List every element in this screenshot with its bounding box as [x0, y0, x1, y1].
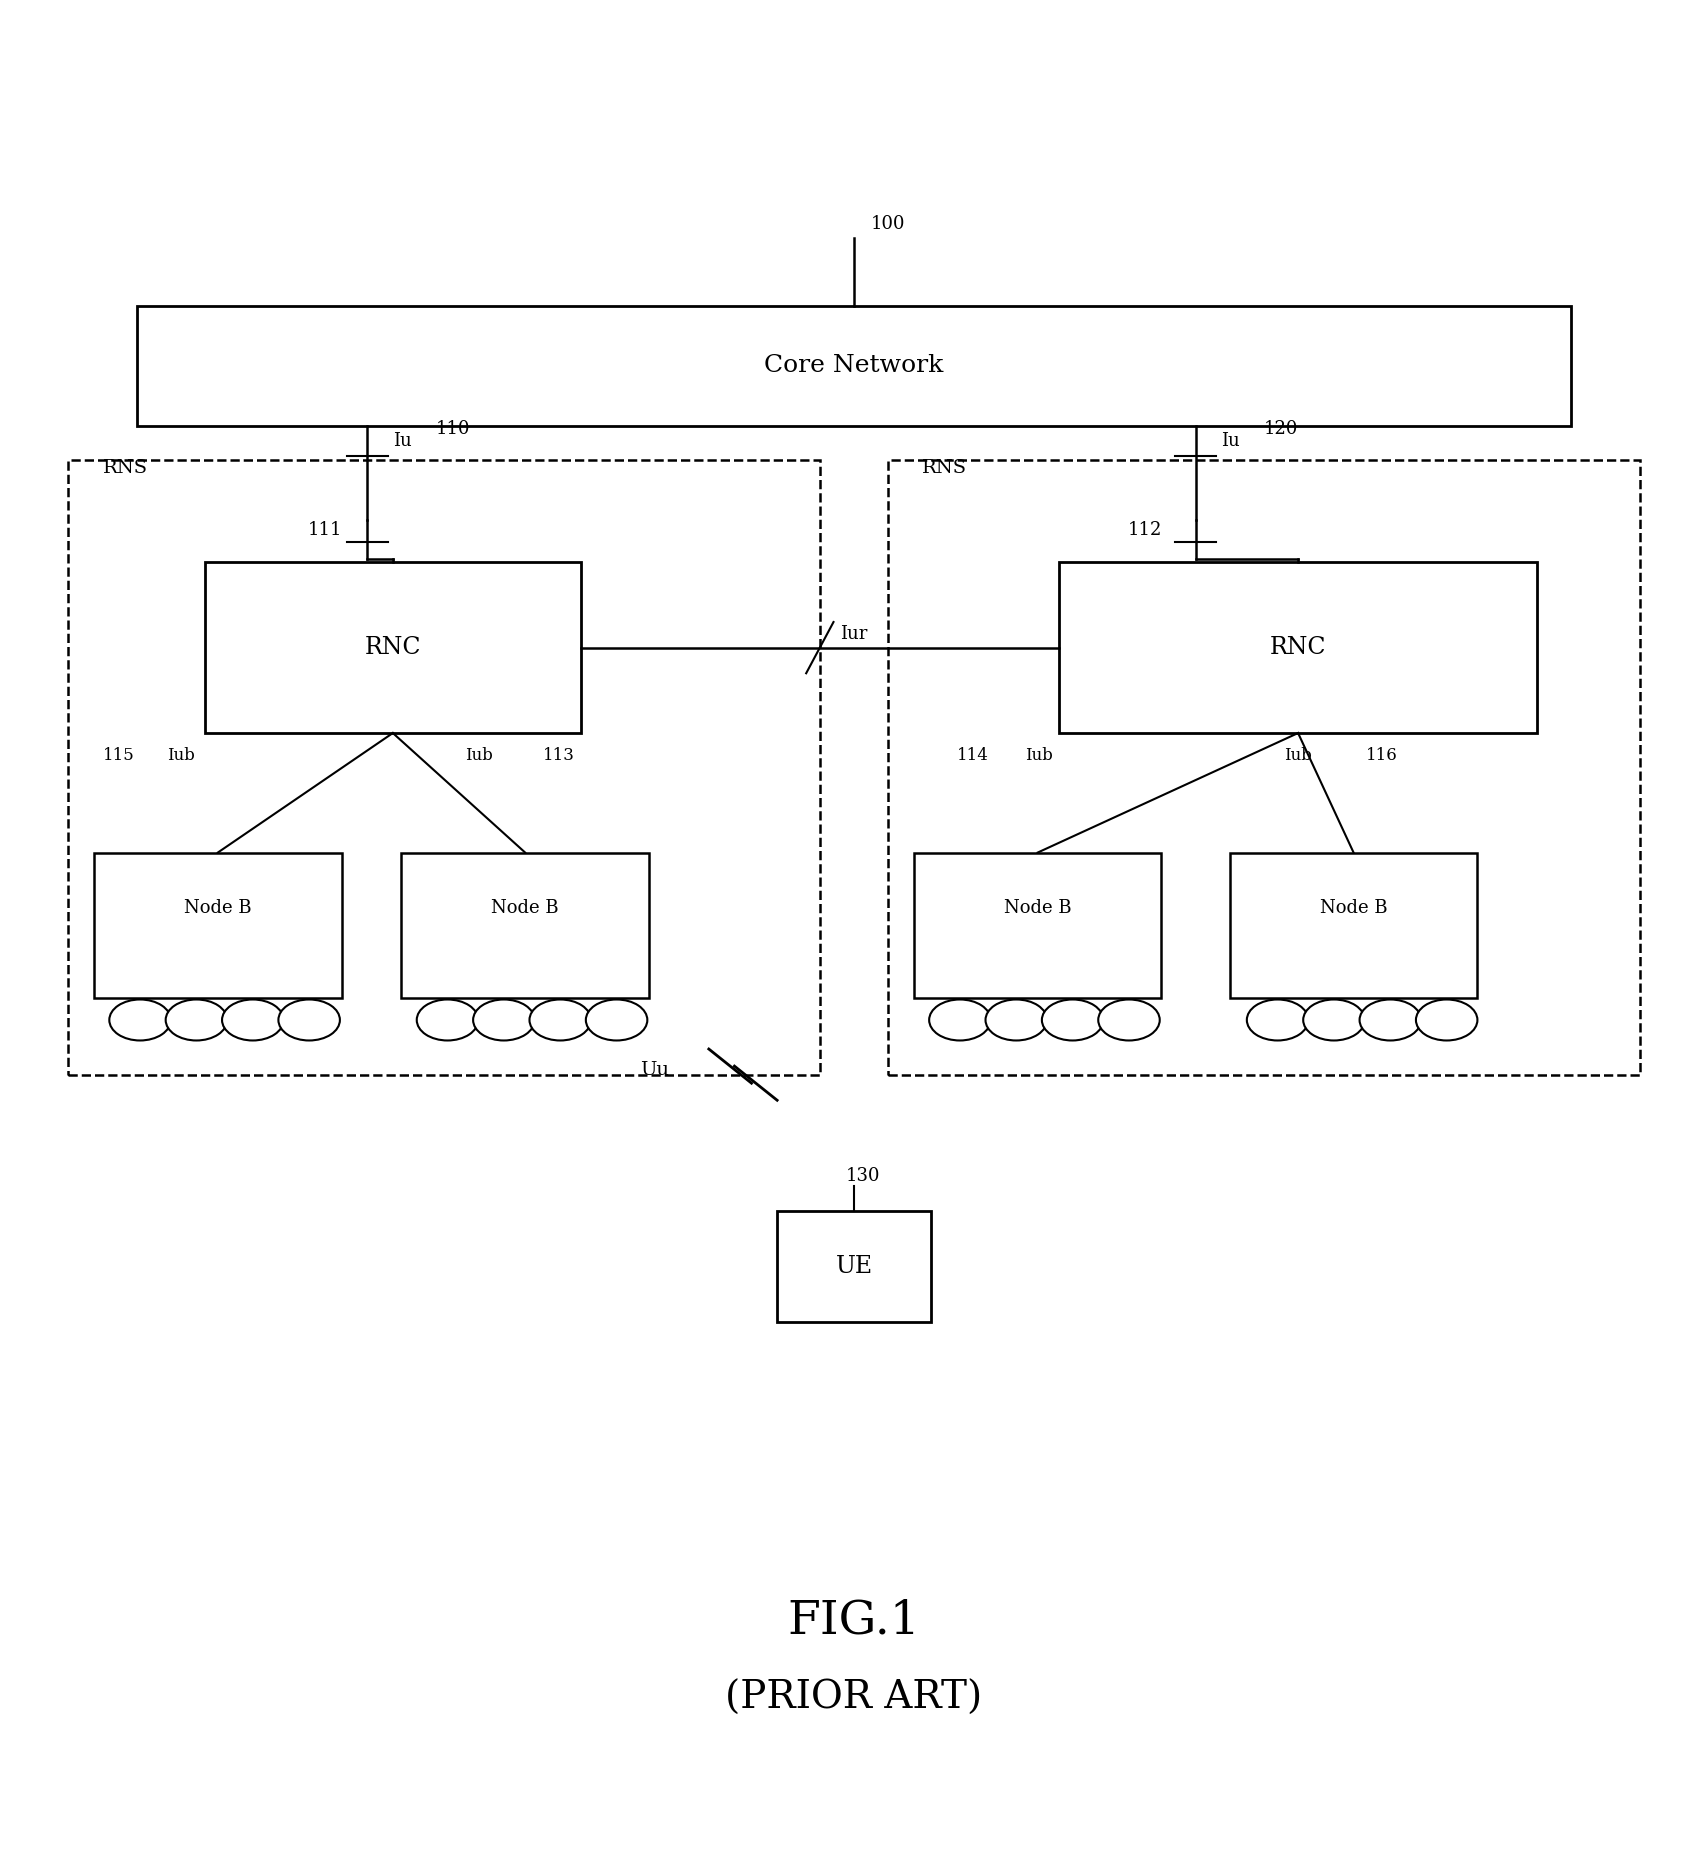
Ellipse shape	[1041, 1000, 1103, 1041]
FancyBboxPatch shape	[1229, 852, 1477, 998]
Text: 116: 116	[1366, 747, 1398, 764]
Text: Uu: Uu	[640, 1060, 669, 1079]
Text: RNC: RNC	[364, 636, 422, 658]
Ellipse shape	[278, 1000, 340, 1041]
Ellipse shape	[586, 1000, 647, 1041]
Text: RNS: RNS	[102, 460, 147, 477]
Text: 120: 120	[1263, 420, 1297, 439]
Ellipse shape	[1098, 1000, 1159, 1041]
Text: Iub: Iub	[1024, 747, 1052, 764]
FancyBboxPatch shape	[137, 306, 1570, 426]
FancyBboxPatch shape	[777, 1212, 930, 1323]
Ellipse shape	[985, 1000, 1046, 1041]
Ellipse shape	[1415, 1000, 1477, 1041]
Text: 112: 112	[1127, 522, 1161, 538]
Text: Iub: Iub	[1284, 747, 1311, 764]
Ellipse shape	[109, 1000, 171, 1041]
Text: Iur: Iur	[840, 625, 867, 643]
Text: Node B: Node B	[1004, 899, 1070, 917]
Text: FIG.1: FIG.1	[787, 1598, 920, 1643]
FancyBboxPatch shape	[94, 852, 341, 998]
Text: Node B: Node B	[1320, 899, 1386, 917]
Ellipse shape	[417, 1000, 478, 1041]
Ellipse shape	[166, 1000, 227, 1041]
Text: 130: 130	[845, 1167, 879, 1184]
Text: RNC: RNC	[1268, 636, 1326, 658]
Ellipse shape	[929, 1000, 990, 1041]
Text: 100: 100	[871, 216, 905, 233]
Ellipse shape	[473, 1000, 534, 1041]
Text: Iub: Iub	[464, 747, 492, 764]
Text: (PRIOR ART): (PRIOR ART)	[725, 1679, 982, 1717]
Text: 111: 111	[307, 522, 341, 538]
Text: Node B: Node B	[492, 899, 558, 917]
Ellipse shape	[1359, 1000, 1420, 1041]
Text: Iu: Iu	[393, 431, 411, 450]
Text: 110: 110	[435, 420, 469, 439]
Ellipse shape	[222, 1000, 283, 1041]
Text: Core Network: Core Network	[763, 355, 944, 377]
FancyBboxPatch shape	[401, 852, 649, 998]
Ellipse shape	[529, 1000, 591, 1041]
Ellipse shape	[1302, 1000, 1364, 1041]
Ellipse shape	[1246, 1000, 1308, 1041]
Text: Iu: Iu	[1221, 431, 1239, 450]
FancyBboxPatch shape	[913, 852, 1161, 998]
Text: 113: 113	[543, 747, 575, 764]
FancyBboxPatch shape	[1058, 563, 1536, 734]
FancyBboxPatch shape	[205, 563, 580, 734]
Text: 115: 115	[102, 747, 135, 764]
Text: UE: UE	[835, 1255, 872, 1278]
Text: Node B: Node B	[184, 899, 251, 917]
Text: Iub: Iub	[167, 747, 195, 764]
Text: RNS: RNS	[922, 460, 966, 477]
Text: 114: 114	[956, 747, 988, 764]
